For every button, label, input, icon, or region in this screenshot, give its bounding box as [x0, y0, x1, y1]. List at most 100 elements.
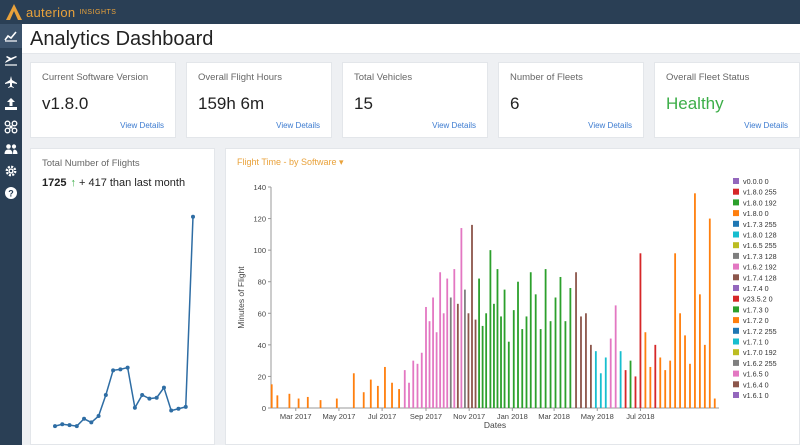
flights-point [60, 422, 65, 427]
flight-time-bar [599, 373, 602, 408]
legend-swatch [733, 242, 739, 249]
flight-time-bar [679, 313, 681, 408]
flight-time-bar [449, 297, 452, 408]
gear-icon[interactable] [3, 163, 19, 179]
flight-time-bar [398, 389, 401, 408]
legend-label: v1.7.3 128 [743, 252, 777, 261]
flight-time-bar [669, 360, 672, 408]
trend-up-icon: ↑ [70, 177, 76, 189]
kpi-value: 15 [354, 94, 373, 113]
flights-point [140, 393, 145, 397]
flight-time-bar [500, 316, 502, 408]
brand-name[interactable]: auterion [26, 4, 76, 20]
flight-time-bar [629, 360, 632, 408]
y-tick-label: 40 [258, 341, 266, 350]
view-details-link[interactable]: View Details [276, 121, 320, 130]
flight-time-bar [446, 278, 449, 408]
flight-time-bar [481, 325, 484, 408]
x-tick-label: Sep 2017 [410, 412, 442, 421]
legend-swatch [733, 295, 739, 302]
legend-item: v1.7.2 255 [733, 327, 777, 336]
flight-time-bar [703, 344, 706, 408]
x-axis-title: Dates [484, 420, 506, 430]
flight-time-bar [416, 363, 419, 408]
flight-time-bar [496, 269, 499, 408]
flight-time-bar [525, 316, 528, 408]
flight-time-bar [521, 329, 524, 408]
legend-swatch [733, 188, 739, 195]
view-details-link[interactable]: View Details [744, 121, 788, 130]
auterion-logo-icon[interactable] [4, 2, 24, 22]
flight-time-bar [420, 352, 423, 408]
flight-time-bar [439, 272, 442, 408]
flights-point [161, 385, 166, 390]
legend-label: v1.6.5 0 [743, 370, 769, 379]
flight-time-bar [634, 376, 637, 408]
plane-icon[interactable] [3, 74, 19, 90]
legend-swatch [733, 220, 739, 227]
flights-card-title: Total Number of Flights [42, 158, 140, 169]
flights-line-chart [53, 214, 195, 429]
flight-time-bar [580, 316, 582, 408]
legend-item: v1.7.2 0 [733, 316, 769, 325]
legend-item: v1.7.3 255 [733, 220, 777, 229]
top-bar: auterion INSIGHTS [0, 0, 800, 24]
y-tick-label: 60 [258, 309, 266, 318]
x-tick-label: Nov 2017 [453, 412, 485, 421]
analytics-icon[interactable] [0, 24, 22, 48]
kpi-label: Number of Fleets [510, 72, 583, 83]
y-tick-label: 0 [262, 404, 266, 413]
legend-label: v23.5.2 0 [743, 295, 773, 304]
flight-time-bar [276, 395, 279, 408]
flights-point [125, 365, 130, 370]
legend-swatch [733, 349, 739, 356]
flight-time-bar [619, 351, 622, 408]
legend-swatch [733, 338, 739, 345]
legend-swatch [733, 327, 739, 334]
flights-point [154, 395, 159, 400]
y-tick-label: 20 [258, 372, 266, 381]
flight-time-bar [435, 332, 438, 408]
upload-icon[interactable] [3, 96, 19, 112]
flight-time-bar [674, 253, 677, 408]
view-details-link[interactable]: View Details [120, 121, 164, 130]
flight-time-bar [306, 396, 309, 408]
view-details-link[interactable]: View Details [432, 121, 476, 130]
flight-time-bar [544, 269, 547, 408]
kpi-label: Overall Flight Hours [198, 72, 282, 83]
x-tick-label: Jan 2018 [497, 412, 528, 421]
flight-time-bar [639, 253, 642, 408]
flight-time-bar [575, 272, 577, 408]
legend-swatch [733, 231, 739, 238]
kpi-label: Current Software Version [42, 72, 149, 83]
flight-time-bar [297, 398, 300, 408]
drone-icon[interactable] [3, 119, 19, 135]
flights-point [191, 214, 195, 219]
legend-item: v1.6.1 0 [733, 391, 769, 400]
y-tick-label: 80 [258, 278, 266, 287]
flight-time-bar [467, 313, 470, 408]
flight-time-bar-chart: 0 20 40 60 80 100 120 140 Mar 2017 May 2017 Jul 20… [236, 177, 777, 430]
legend-label: v1.7.0 192 [743, 348, 777, 357]
legend-label: v1.8.0 192 [743, 198, 777, 207]
flight-time-bar [589, 344, 592, 408]
flight-time-bar [569, 288, 572, 408]
page-header: Analytics Dashboard [22, 24, 800, 54]
flights-point [53, 424, 57, 429]
flight-time-bar [403, 370, 406, 408]
flights-icon[interactable] [3, 52, 19, 68]
flight-time-bar [654, 344, 657, 408]
flight-time-bar [507, 341, 510, 408]
legend-swatch [733, 210, 739, 217]
legend-swatch [733, 370, 739, 377]
flight-time-bar [624, 370, 627, 408]
legend-swatch [733, 306, 739, 313]
help-icon[interactable]: ? [3, 185, 19, 201]
legend-swatch [733, 199, 739, 206]
chart-dropdown[interactable]: Flight Time - by Software ▾ [237, 157, 344, 167]
flight-time-bar [442, 313, 445, 408]
users-icon[interactable] [3, 141, 19, 157]
view-details-link[interactable]: View Details [588, 121, 632, 130]
flights-point [118, 367, 123, 372]
legend-label: v1.8.0 128 [743, 231, 777, 240]
